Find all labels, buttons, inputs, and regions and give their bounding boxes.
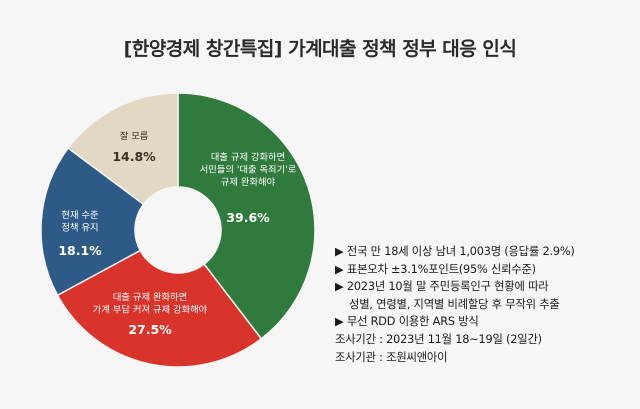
slice-2-label-line-1: 대출 규제 완화하면 bbox=[113, 292, 187, 303]
slice-1-label-line-2: 서민들의 '대출 옥죄기'로 bbox=[200, 165, 297, 176]
note-line-5: ▶ 무선 RDD 이용한 ARS 방식 bbox=[335, 315, 479, 329]
survey-notes: ▶ 전국 만 18세 이상 남녀 1,003명 (응답률 2.9%) ▶ 표본오… bbox=[335, 243, 635, 366]
note-line-2: ▶ 표본오차 ±3.1%포인트(95% 신뢰수준) bbox=[335, 262, 536, 276]
note-line-3: ▶ 2023년 10월 말 주민등록인구 현황에 따라 bbox=[335, 280, 549, 294]
chart-title: [한양경제 창간특집] 가계대출 정책 정부 대응 인식 bbox=[123, 38, 517, 60]
slice-3-value-label: 18.1% bbox=[58, 243, 102, 258]
note-line-7: 조사기관 : 조원씨앤아이 bbox=[335, 350, 448, 364]
note-line-1: ▶ 전국 만 18세 이상 남녀 1,003명 (응답률 2.9%) bbox=[335, 245, 575, 258]
slice-1-label-line-3: 규제 완화해야 bbox=[221, 176, 276, 188]
slice-3-label-line-1: 현재 수준 bbox=[61, 210, 99, 221]
note-line-6: 조사기간 : 2023년 11월 18~19일 (2일간) bbox=[335, 332, 542, 346]
slice-2-value-label: 27.5% bbox=[128, 322, 172, 337]
donut-hole bbox=[135, 187, 221, 273]
slice-1-value-label: 39.6% bbox=[226, 210, 270, 225]
slice-2-label-line-2: 가계 부담 커져 규제 강화해야 bbox=[93, 304, 208, 316]
slice-4-value-label: 14.8% bbox=[112, 149, 156, 164]
slice-1-label-line-1: 대출 규제 강화하면 bbox=[211, 152, 285, 163]
slice-4-label-line-1: 잘 모름 bbox=[120, 130, 149, 142]
slice-3-label-line-2: 정책 유지 bbox=[61, 223, 98, 234]
note-line-4: 성별, 연령별, 지역별 비례할당 후 무작위 추출 bbox=[349, 297, 560, 311]
